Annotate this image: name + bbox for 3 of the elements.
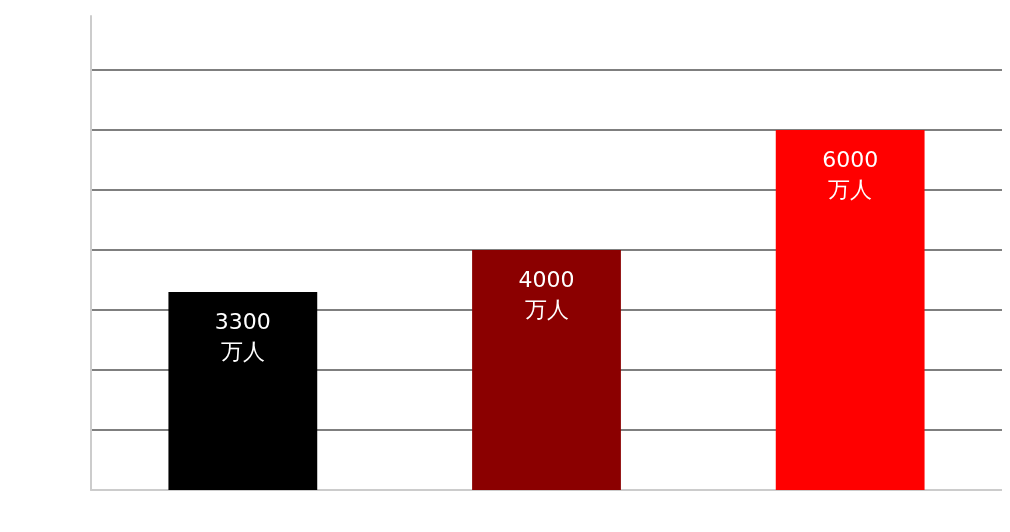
data-label: 4000 万人 xyxy=(518,266,575,322)
data-label: 6000 万人 xyxy=(822,146,879,202)
data-label: 3300 万人 xyxy=(214,308,271,364)
